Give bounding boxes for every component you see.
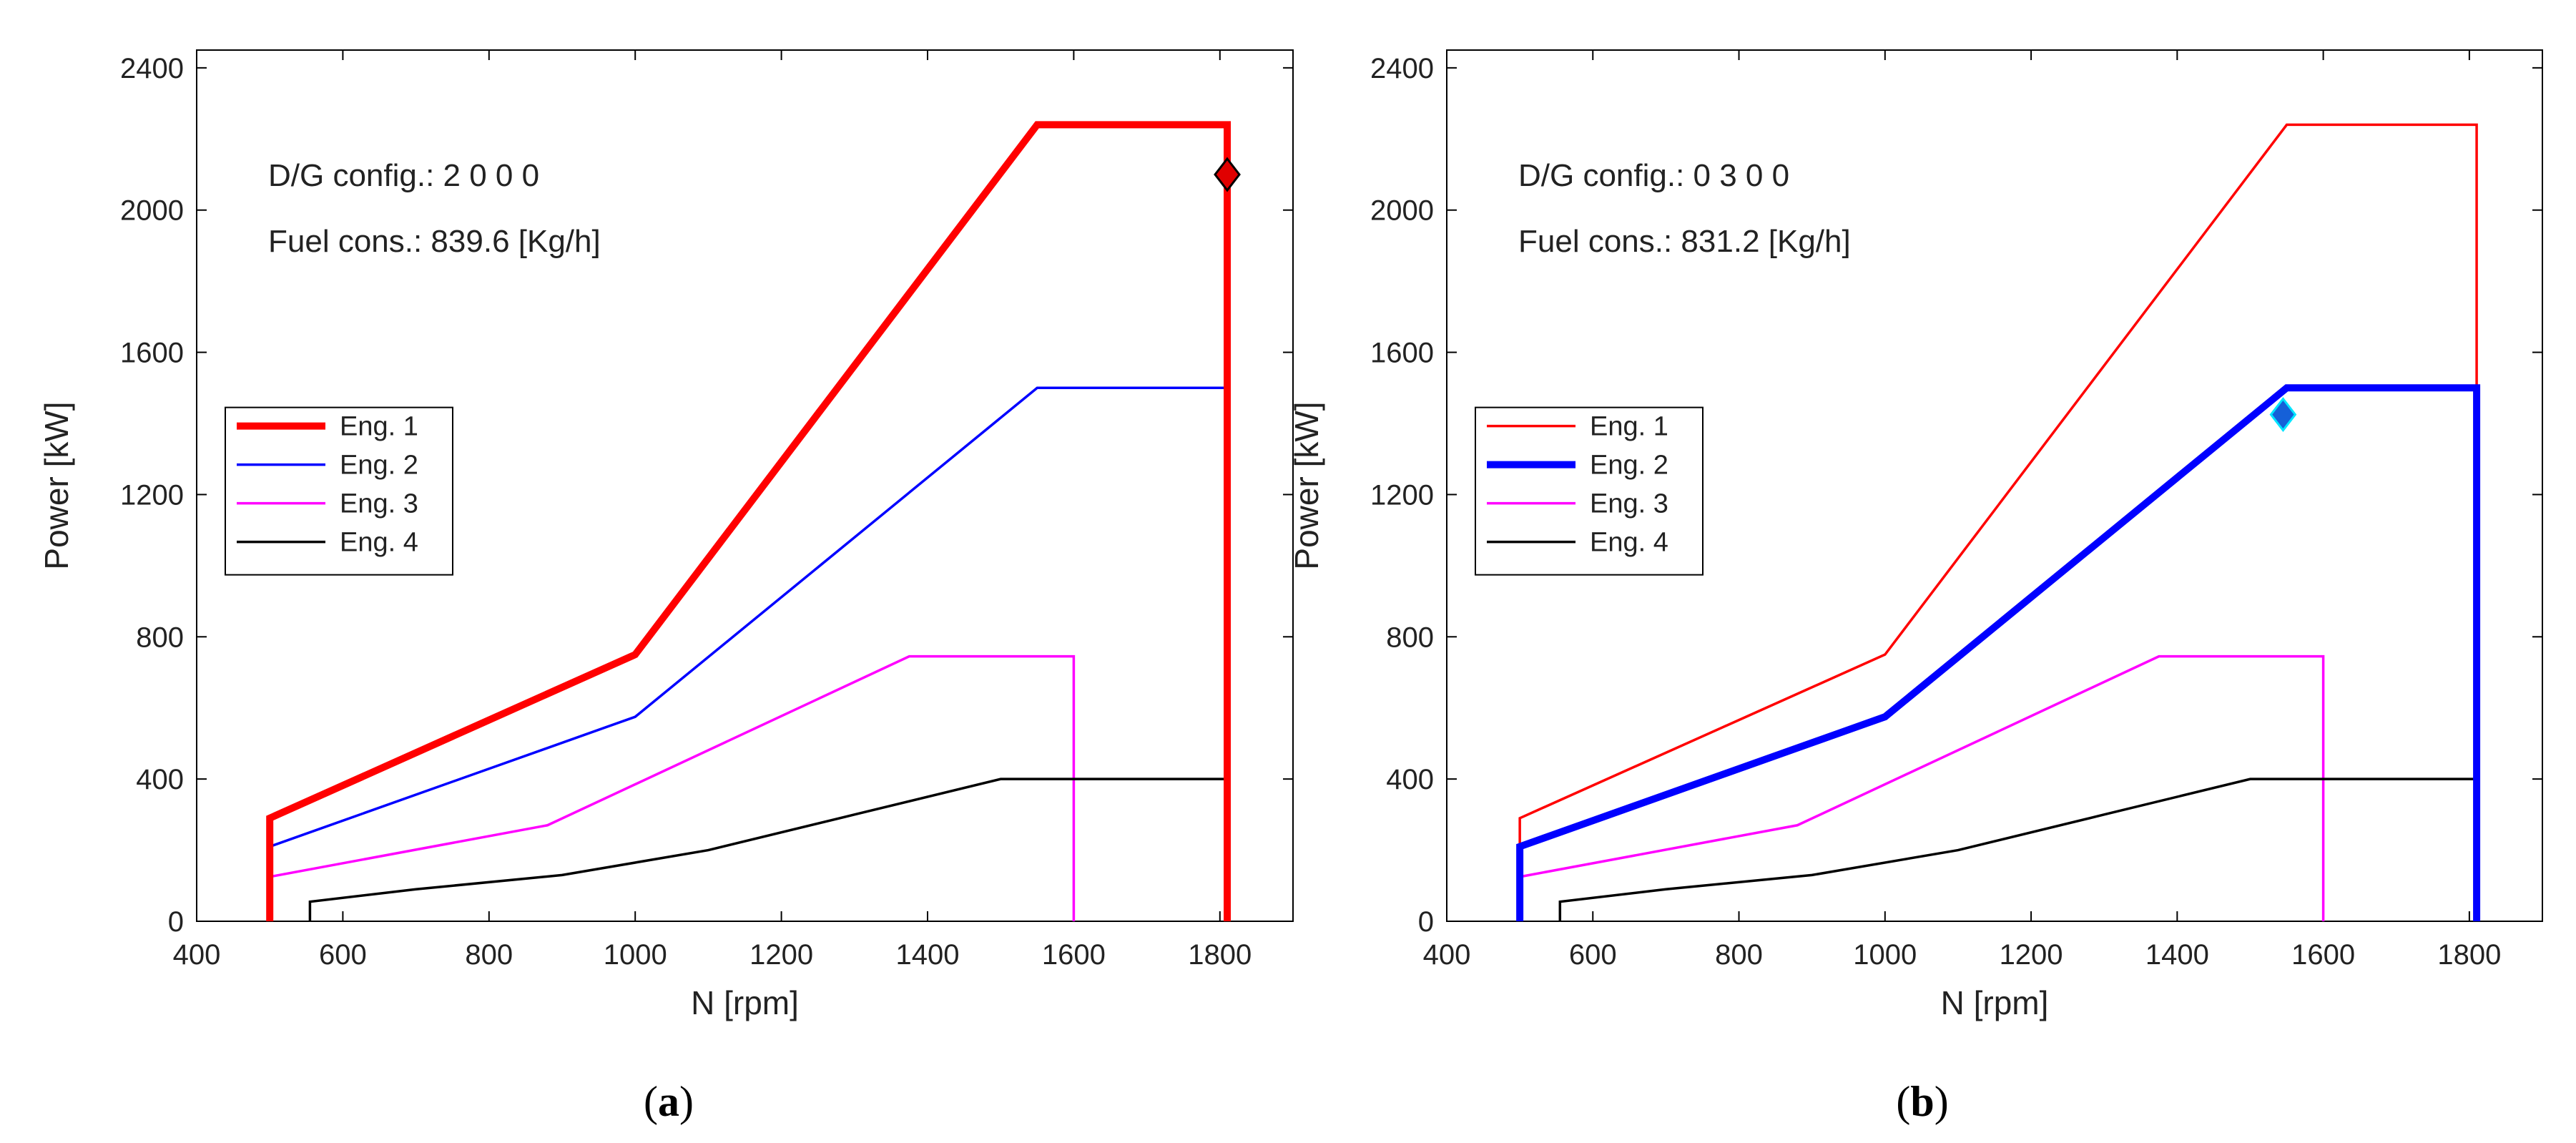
panel-label: (a) bbox=[644, 1078, 694, 1125]
y-tick-label: 800 bbox=[1386, 622, 1434, 653]
legend-label: Eng. 1 bbox=[340, 412, 418, 442]
legend-label: Eng. 2 bbox=[1590, 451, 1668, 481]
x-axis-title: N [rpm] bbox=[1941, 984, 2049, 1021]
x-tick-label: 600 bbox=[1569, 939, 1617, 971]
panel-b: 400 600 800 1000 1200 1400 1600 180004008001200… bbox=[1288, 49, 2543, 1125]
legend-label: Eng. 2 bbox=[340, 451, 418, 481]
legend-label: Eng. 3 bbox=[1590, 489, 1668, 519]
y-tick-label: 1600 bbox=[120, 338, 184, 369]
y-tick-label: 0 bbox=[168, 906, 184, 938]
legend-label: Eng. 4 bbox=[340, 528, 418, 558]
y-axis-title: Power [kW] bbox=[38, 401, 75, 569]
series-line-eng-1 bbox=[266, 121, 1232, 921]
panel-a: 400 600 800 1000 1200 1400 1600 180004008001200… bbox=[38, 49, 1294, 1125]
y-axis-title: Power [kW] bbox=[1288, 401, 1325, 569]
annotation-fuel-consumption: Fuel cons.: 839.6 [Kg/h] bbox=[268, 224, 601, 259]
x-tick-label: 1200 bbox=[749, 939, 813, 971]
x-tick-label: 400 bbox=[1423, 939, 1471, 971]
y-tick-label: 1200 bbox=[120, 479, 184, 511]
annotation-fuel-consumption: Fuel cons.: 831.2 [Kg/h] bbox=[1518, 224, 1851, 259]
y-tick-label: 2400 bbox=[120, 53, 184, 84]
y-tick-label: 2000 bbox=[1370, 195, 1434, 227]
plot-frame bbox=[196, 49, 1294, 922]
panel-label: (b) bbox=[1896, 1078, 1948, 1125]
y-tick-label: 400 bbox=[136, 764, 184, 795]
y-tick-label: 1200 bbox=[1370, 479, 1434, 511]
x-tick-label: 800 bbox=[465, 939, 513, 971]
x-tick-label: 400 bbox=[173, 939, 221, 971]
y-tick-label: 400 bbox=[1386, 764, 1434, 795]
plot-frame bbox=[1446, 49, 2543, 922]
x-tick-label: 600 bbox=[319, 939, 367, 971]
series-line-eng-4 bbox=[308, 777, 1229, 921]
series-line-eng-2 bbox=[1516, 384, 2481, 921]
x-axis-title: N [rpm] bbox=[691, 984, 799, 1021]
annotation-dg-config: D/G config.: 0 3 0 0 bbox=[1518, 158, 1789, 193]
y-tick-label: 2000 bbox=[120, 195, 184, 227]
x-tick-label: 800 bbox=[1715, 939, 1763, 971]
y-tick-label: 2400 bbox=[1370, 53, 1434, 84]
x-tick-label: 1800 bbox=[1188, 939, 1252, 971]
x-tick-label: 1400 bbox=[2145, 939, 2209, 971]
x-tick-label: 1000 bbox=[1853, 939, 1917, 971]
legend-label: Eng. 4 bbox=[1590, 528, 1668, 558]
y-tick-label: 800 bbox=[136, 622, 184, 653]
y-tick-label: 0 bbox=[1418, 906, 1434, 938]
x-tick-label: 1600 bbox=[1042, 939, 1106, 971]
operating-point-marker bbox=[1214, 157, 1241, 192]
x-tick-label: 1600 bbox=[2291, 939, 2355, 971]
annotation-dg-config: D/G config.: 2 0 0 0 bbox=[268, 158, 539, 193]
series-line-eng-3 bbox=[268, 654, 1076, 921]
legend-label: Eng. 3 bbox=[340, 489, 418, 519]
series-line-eng-3 bbox=[1518, 654, 2325, 921]
series-line-eng-4 bbox=[1558, 777, 2478, 921]
legend-box bbox=[225, 406, 453, 576]
x-tick-label: 1200 bbox=[2000, 939, 2063, 971]
x-tick-label: 1400 bbox=[896, 939, 960, 971]
legend-label: Eng. 1 bbox=[1590, 412, 1668, 442]
y-tick-label: 1600 bbox=[1370, 338, 1434, 369]
x-tick-label: 1800 bbox=[2437, 939, 2501, 971]
series-line-eng-1 bbox=[1518, 123, 2478, 921]
operating-point-marker bbox=[2269, 397, 2297, 433]
legend-box bbox=[1475, 406, 1704, 576]
x-tick-label: 1000 bbox=[604, 939, 667, 971]
